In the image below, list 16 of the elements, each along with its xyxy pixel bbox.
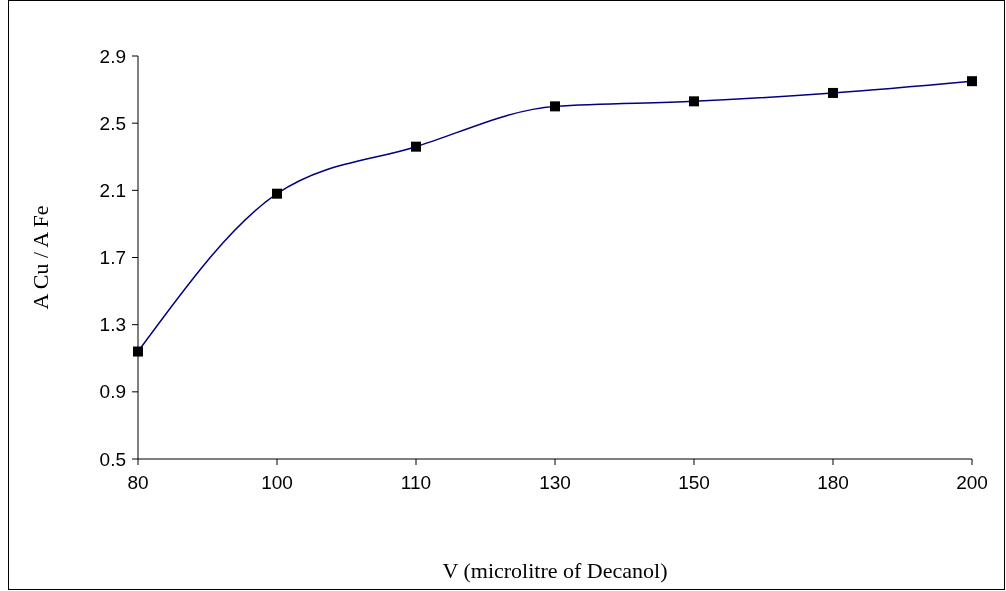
- x-tick-label: 130: [539, 472, 571, 493]
- y-tick-label: 0.5: [99, 448, 126, 470]
- y-axis-title: A Cu / A Fe: [28, 205, 53, 310]
- y-tick-label: 0.9: [99, 381, 126, 403]
- y-tick-label: 2.5: [99, 112, 126, 134]
- y-tick-label: 1.7: [99, 247, 126, 269]
- x-tick-label: 100: [261, 472, 293, 493]
- y-tick-label: 1.3: [99, 314, 126, 336]
- y-tick-label: 2.1: [99, 179, 126, 201]
- x-axis-title: V (microlitre of Decanol): [442, 558, 668, 583]
- x-tick-label: 150: [678, 472, 710, 493]
- x-tick-label: 200: [956, 472, 988, 493]
- y-tick-label: 2.9: [99, 45, 126, 67]
- x-tick-label: 110: [400, 472, 432, 493]
- x-tick-label: 180: [817, 472, 849, 493]
- x-tick-label: 80: [127, 472, 149, 493]
